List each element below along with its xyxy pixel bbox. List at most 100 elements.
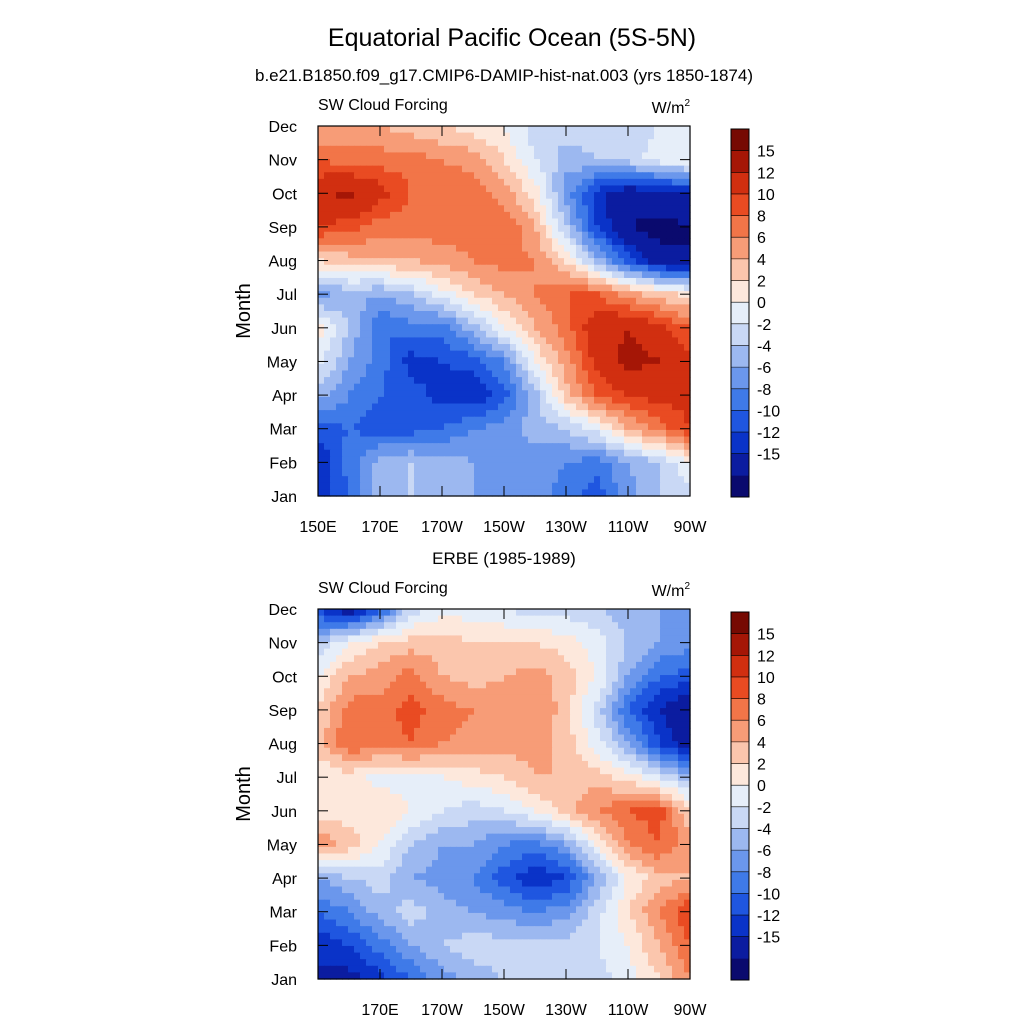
- heatmap-cell: [318, 251, 325, 259]
- heatmap-cell: [324, 721, 331, 729]
- heatmap-cell: [456, 377, 463, 385]
- heatmap-cell: [372, 449, 379, 457]
- heatmap-cell: [444, 648, 451, 656]
- heatmap-cell: [366, 225, 373, 233]
- heatmap-cell: [474, 297, 481, 305]
- heatmap-cell: [474, 152, 481, 160]
- heatmap-cell: [444, 396, 451, 405]
- heatmap-cell: [378, 754, 385, 762]
- heatmap-cell: [642, 443, 649, 451]
- heatmap-cell: [420, 383, 427, 391]
- heatmap-cell: [606, 668, 613, 676]
- heatmap-cell: [468, 350, 475, 358]
- heatmap-cell: [672, 436, 679, 444]
- heatmap-cell: [396, 396, 403, 405]
- heatmap-cell: [672, 754, 679, 762]
- heatmap-cell: [516, 635, 523, 643]
- heatmap-cell: [648, 291, 655, 299]
- heatmap-cell: [468, 675, 475, 683]
- y-tick-label: May: [267, 354, 297, 371]
- heatmap-cell: [636, 192, 643, 200]
- heatmap-cell: [510, 363, 517, 372]
- heatmap-cell: [438, 238, 445, 246]
- heatmap-cell: [516, 456, 523, 464]
- heatmap-cell: [396, 462, 403, 471]
- heatmap-cell: [630, 436, 637, 444]
- heatmap-cell: [366, 172, 373, 180]
- heatmap-cell: [582, 648, 589, 656]
- heatmap-cell: [570, 436, 577, 444]
- heatmap-cell: [636, 225, 643, 233]
- heatmap-cell: [408, 152, 415, 160]
- heatmap-cell: [666, 284, 673, 292]
- heatmap-cell: [330, 628, 337, 637]
- heatmap-cell: [330, 225, 337, 233]
- heatmap-cell: [528, 734, 535, 742]
- heatmap-cell: [468, 159, 475, 167]
- heatmap-cell: [420, 258, 427, 266]
- heatmap-cell: [486, 244, 493, 253]
- heatmap-cell: [588, 714, 595, 722]
- heatmap-cell: [420, 655, 427, 663]
- heatmap-cell: [468, 476, 475, 484]
- heatmap-cell: [564, 218, 571, 226]
- heatmap-cell: [426, 297, 433, 305]
- heatmap-cell: [684, 205, 691, 213]
- heatmap-cell: [540, 251, 547, 259]
- heatmap-cell: [678, 231, 685, 239]
- heatmap-cell: [582, 324, 589, 332]
- heatmap-cell: [648, 429, 655, 438]
- heatmap-cell: [330, 145, 337, 154]
- heatmap-cell: [474, 264, 481, 272]
- heatmap-cell: [516, 192, 523, 200]
- heatmap-cell: [366, 264, 373, 272]
- heatmap-cell: [672, 609, 679, 617]
- heatmap-cell: [504, 648, 511, 656]
- heatmap-cell: [384, 165, 391, 173]
- heatmap-cell: [354, 297, 361, 305]
- heatmap-cell: [672, 317, 679, 325]
- heatmap-cell: [372, 476, 379, 484]
- heatmap-cell: [600, 423, 607, 431]
- heatmap-cell: [492, 661, 499, 670]
- heatmap-cell: [636, 449, 643, 457]
- heatmap-cell: [378, 383, 385, 391]
- heatmap-cell: [366, 462, 373, 471]
- heatmap-cell: [576, 185, 583, 193]
- heatmap-cell: [624, 747, 631, 755]
- heatmap-cell: [342, 172, 349, 180]
- heatmap-cell: [462, 688, 469, 696]
- heatmap-cell: [336, 760, 343, 769]
- heatmap-cell: [396, 416, 403, 424]
- heatmap-cell: [348, 482, 355, 490]
- heatmap-cell: [402, 172, 409, 180]
- heatmap-cell: [672, 251, 679, 259]
- heatmap-cell: [540, 198, 547, 206]
- heatmap-cell: [354, 357, 361, 365]
- heatmap-cell: [390, 489, 397, 497]
- heatmap-cell: [558, 390, 565, 398]
- heatmap-cell: [630, 622, 637, 630]
- heatmap-cell: [396, 317, 403, 325]
- heatmap-cell: [612, 410, 619, 418]
- heatmap-cell: [354, 132, 361, 140]
- heatmap-cell: [624, 238, 631, 246]
- heatmap-cell: [468, 198, 475, 206]
- heatmap-cell: [540, 317, 547, 325]
- heatmap-cell: [624, 668, 631, 676]
- heatmap-cell: [546, 370, 553, 378]
- heatmap-cell: [564, 675, 571, 683]
- heatmap-cell: [366, 436, 373, 444]
- heatmap-cell: [612, 648, 619, 656]
- heatmap-cell: [546, 410, 553, 418]
- heatmap-cell: [510, 238, 517, 246]
- heatmap-cell: [564, 383, 571, 391]
- heatmap-cell: [546, 132, 553, 140]
- heatmap-cell: [324, 482, 331, 490]
- heatmap-cell: [660, 178, 667, 187]
- heatmap-cell: [360, 721, 367, 729]
- heatmap-cell: [378, 714, 385, 722]
- heatmap-cell: [672, 377, 679, 385]
- heatmap-cell: [504, 655, 511, 663]
- heatmap-cell: [558, 344, 565, 352]
